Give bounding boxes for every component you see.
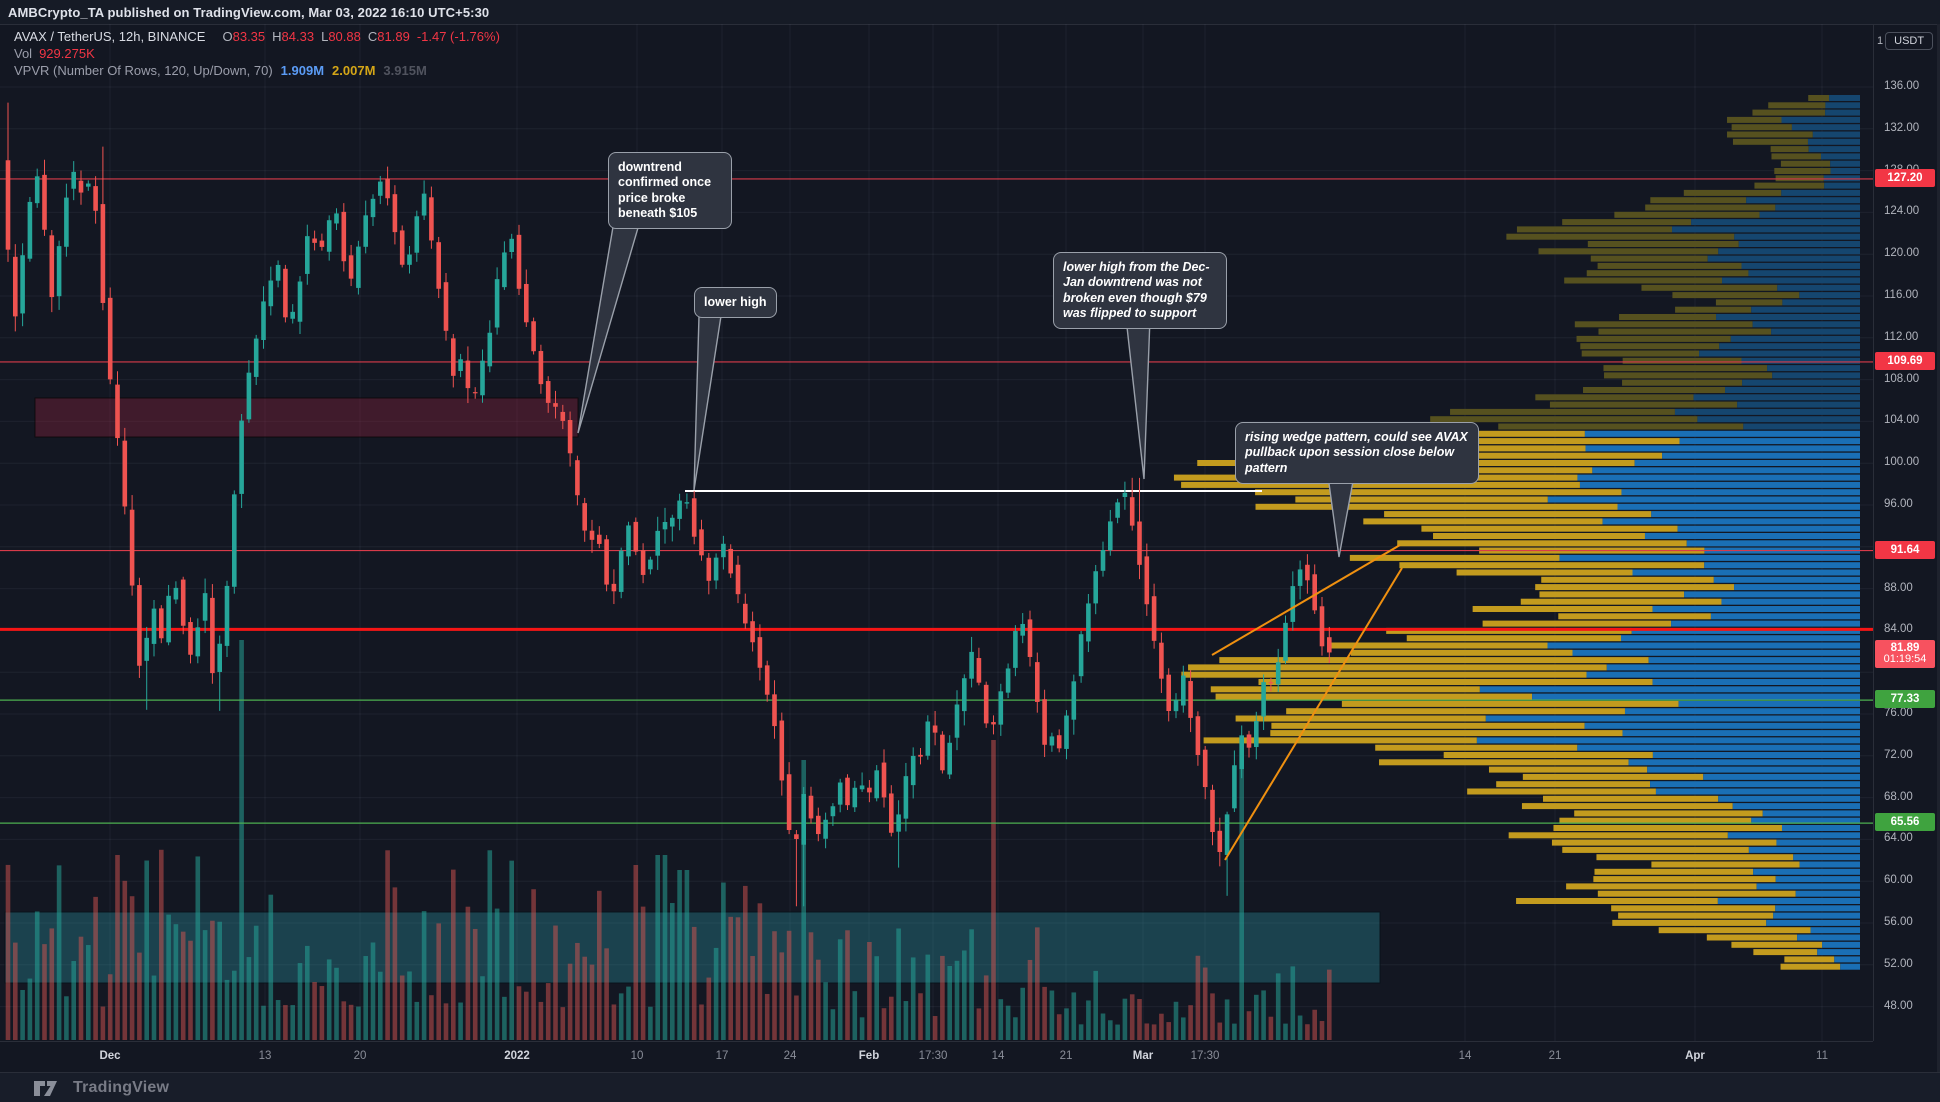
price-tick: 84.00 <box>1884 623 1913 636</box>
price-tick: 76.00 <box>1884 707 1913 719</box>
grid <box>0 24 1873 1041</box>
open-label: O <box>222 29 233 44</box>
tradingview-logo-icon[interactable] <box>34 1080 64 1097</box>
close-label: C <box>367 29 378 44</box>
unit-currency-label: USDT <box>1885 32 1934 50</box>
price-tick: 100.00 <box>1884 456 1920 469</box>
time-tick-20: 20 <box>353 1050 367 1062</box>
annotation-lower-high[interactable]: lower high <box>694 287 777 319</box>
low-label: L <box>321 29 329 44</box>
price-badge-65.56: 65.56 <box>1875 813 1935 832</box>
time-tick-24: 24 <box>783 1050 797 1062</box>
supply-zone <box>34 397 579 438</box>
time-tick-14: 14 <box>991 1050 1005 1062</box>
price-tick: 116.00 <box>1884 289 1919 301</box>
vpvr-label: VPVR (Number Of Rows, 120, Up/Down, 70) <box>14 63 273 78</box>
low-value: 80.88 <box>328 29 361 44</box>
open-value: 83.35 <box>232 29 266 44</box>
vpvr-row[interactable]: VPVR (Number Of Rows, 120, Up/Down, 70) … <box>14 62 500 79</box>
price-tick: 68.00 <box>1884 790 1913 803</box>
time-tick-21: 21 <box>1059 1050 1073 1062</box>
change-value: -1.47 (-1.76%) <box>416 29 500 44</box>
volume-label: Vol <box>14 46 33 61</box>
time-tick-17:30: 17:30 <box>918 1050 948 1062</box>
price-tick: 48.00 <box>1884 999 1913 1012</box>
time-tick-11: 11 <box>1816 1050 1828 1062</box>
price-tick: 56.00 <box>1884 916 1913 928</box>
price-badge-77.33: 77.33 <box>1875 690 1935 709</box>
time-tick-14: 14 <box>1458 1050 1472 1062</box>
price-tick: 104.00 <box>1884 414 1920 427</box>
time-tick-17:30: 17:30 <box>1190 1050 1220 1062</box>
volume-row[interactable]: Vol 929.275K <box>14 45 500 62</box>
time-tick-10: 10 <box>630 1050 644 1062</box>
price-badge-109.69: 109.69 <box>1875 351 1935 370</box>
price-badge-81.89: 81.89 01:19:54 <box>1875 640 1935 669</box>
price-axis[interactable]: 1 USDT 136.00132.00128.00124.00120.00116… <box>1873 24 1938 1041</box>
time-tick-2022: 2022 <box>504 1050 530 1062</box>
time-tick-Mar: Mar <box>1132 1050 1154 1062</box>
price-tick: 124.00 <box>1884 205 1920 218</box>
time-tick-Feb: Feb <box>858 1050 880 1062</box>
chart-legend: AVAX / TetherUS, 12h, BINANCE O 83.35 H 84… <box>14 28 500 79</box>
time-tick-17: 17 <box>715 1050 729 1062</box>
price-tick: 72.00 <box>1884 748 1913 761</box>
vpvr-up-volume: 1.909M <box>280 63 325 78</box>
annotation-rising-wedge[interactable]: rising wedge pattern, could see AVAX pul… <box>1235 422 1479 484</box>
time-tick-21: 21 <box>1548 1050 1562 1062</box>
price-tick: 132.00 <box>1884 121 1920 134</box>
annotation-dec-jan-lower-high[interactable]: lower high from the Dec-Jan downtrend wa… <box>1053 252 1227 329</box>
time-tick-Dec: Dec <box>99 1050 121 1062</box>
time-tick-13: 13 <box>258 1050 272 1062</box>
time-axis[interactable]: Dec 13 20 2022 10 17 24 Feb 17:30 14 21 Mar 17:30 14 2… <box>0 1041 1873 1073</box>
price-tick: 136.00 <box>1884 80 1920 92</box>
annotation-tails <box>577 220 1355 558</box>
price-tick: 112.00 <box>1884 330 1919 343</box>
symbol-row[interactable]: AVAX / TetherUS, 12h, BINANCE O 83.35 H 84… <box>14 28 500 45</box>
rising-wedge-lines <box>1211 544 1403 861</box>
vpvr-total-volume: 3.915M <box>383 63 427 78</box>
price-tick: 108.00 <box>1884 372 1920 385</box>
price-badge-91.64: 91.64 <box>1875 540 1935 559</box>
close-value: 81.89 <box>377 29 410 44</box>
volume-value: 929.275K <box>39 46 95 61</box>
publisher-text: AMBCrypto_TA published on TradingView.co… <box>8 4 490 20</box>
price-tick: 52.00 <box>1884 957 1913 970</box>
demand-zone <box>4 911 1381 984</box>
price-levels <box>0 178 1873 824</box>
annotation-downtrend[interactable]: downtrend confirmed once price broke ben… <box>608 152 732 229</box>
price-tick: 64.00 <box>1884 832 1913 845</box>
unit-prefix: 1 <box>1877 35 1884 47</box>
price-tick: 96.00 <box>1884 498 1913 510</box>
price-tick: 120.00 <box>1884 247 1920 260</box>
vpvr-down-volume: 2.007M <box>332 63 376 78</box>
zones <box>4 397 1381 984</box>
brand-text[interactable]: TradingView <box>73 1079 170 1096</box>
volume-bars <box>5 640 1332 1040</box>
volume-profile <box>1173 95 1860 970</box>
high-label: H <box>272 29 282 44</box>
publisher-bar: AMBCrypto_TA published on TradingView.co… <box>0 0 1940 25</box>
price-tick: 88.00 <box>1884 581 1913 594</box>
scroll-strip <box>1937 24 1940 1072</box>
price-badge-127.20: 127.20 <box>1875 168 1935 187</box>
symbol-title: AVAX / TetherUS, 12h, BINANCE <box>14 29 206 44</box>
high-value: 84.33 <box>281 29 315 44</box>
bottom-toolbar: TradingView <box>0 1072 1940 1102</box>
price-tick: 60.00 <box>1884 874 1913 887</box>
time-tick-Apr: Apr <box>1685 1050 1705 1062</box>
unit-currency-button[interactable]: 1 USDT <box>1877 32 1934 50</box>
